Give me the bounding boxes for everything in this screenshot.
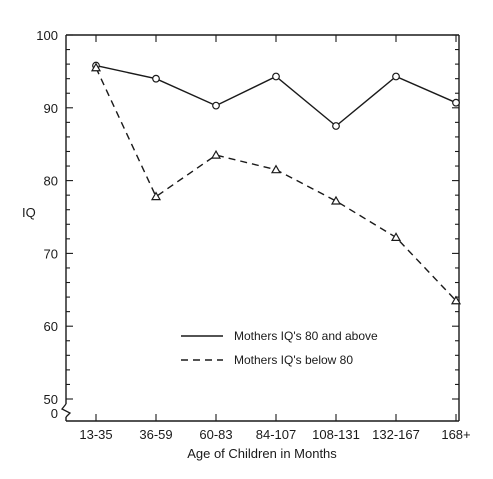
series-80-and-above [92,61,460,130]
y-tick-label: 80 [44,174,58,189]
y-tick-label: 100 [36,28,58,43]
y-tick-label: 60 [44,319,58,334]
legend: Mothers IQ's 80 and above Mothers IQ's b… [181,329,378,367]
data-point [90,62,102,72]
data-point [450,295,462,305]
legend-label-solid: Mothers IQ's 80 and above [234,329,378,343]
data-point [332,122,340,130]
x-tick-label: 84-107 [256,427,296,442]
y-tick-label: 0 [51,406,58,421]
x-axis-title: Age of Children in Months [187,446,337,461]
data-point [272,72,280,81]
y-tick-labels: 100 90 80 70 60 500 [36,28,58,421]
data-series [90,61,462,305]
tick-marks [66,34,459,421]
data-point [270,164,282,174]
y-axis-title: IQ [22,205,36,220]
data-point [212,101,220,110]
legend-label-dashed: Mothers IQ's below 80 [234,353,353,367]
data-point [392,72,400,81]
x-tick-labels: 13-35 36-59 60-83 84-107 108-131 132-167 168+ [79,427,470,442]
axes [60,34,460,422]
data-point [452,98,460,107]
data-point [152,74,160,83]
y-axis-break [60,403,72,418]
data-point [330,195,342,205]
x-tick-label: 108-131 [312,427,360,442]
series-below-80 [90,62,462,305]
x-tick-label: 168+ [441,427,470,442]
y-tick-label: 50 [44,392,58,407]
series-line [95,67,457,302]
data-point [210,149,222,159]
x-tick-label: 60-83 [199,427,232,442]
x-tick-label: 13-35 [79,427,112,442]
data-point [390,232,402,241]
data-point [150,191,162,201]
x-tick-label: 36-59 [139,427,172,442]
y-tick-label: 90 [44,101,58,116]
x-tick-label: 132-167 [372,427,420,442]
y-tick-label: 70 [44,246,58,261]
